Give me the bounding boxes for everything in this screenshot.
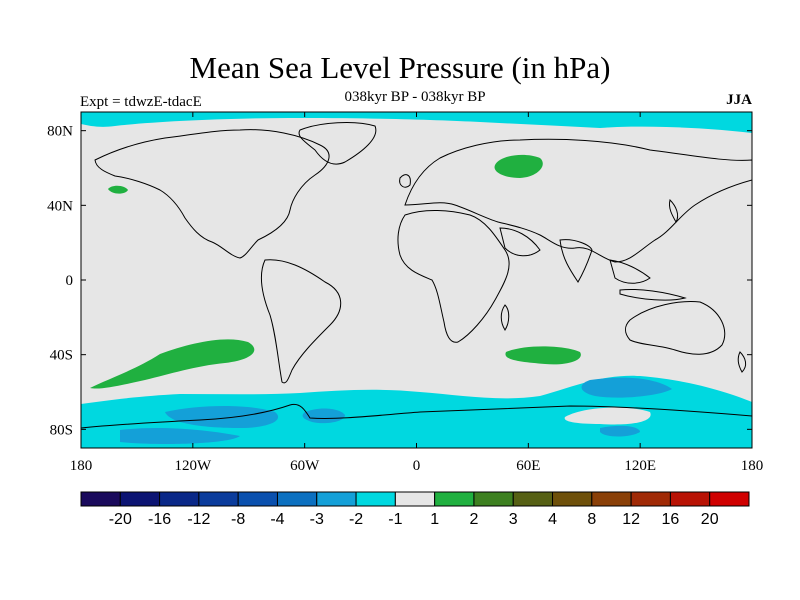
- siberian-high-anomaly: [494, 154, 543, 178]
- colorbar-label: 8: [587, 511, 596, 528]
- colorbar-label: 12: [622, 511, 640, 528]
- arabia-coast: [499, 227, 541, 257]
- south-indian-high-anomaly: [505, 346, 581, 365]
- lat-tick-label: 40S: [50, 348, 73, 364]
- indonesia-coast: [619, 289, 687, 301]
- colorbar-swatch: [591, 491, 632, 507]
- colorbar-label: -2: [349, 511, 363, 528]
- southeast-asia-coast: [609, 259, 651, 284]
- coastlines: [81, 122, 752, 429]
- colorbar-swatch: [473, 491, 514, 507]
- colorbar-swatch: [434, 491, 475, 507]
- north-pacific-high-anomaly: [108, 185, 128, 194]
- longitude-axis: 180 120W 60W 0 60E 120E 180: [70, 112, 764, 474]
- arctic-negative-band: [81, 112, 752, 133]
- lat-tick-label: 0: [66, 273, 74, 289]
- colorbar-label: 16: [662, 511, 680, 528]
- antarctic-neutral-patch: [564, 407, 651, 425]
- south-america-coast: [260, 259, 342, 384]
- colorbar-label: -16: [148, 511, 171, 528]
- colorbar-swatch: [276, 491, 318, 507]
- colorbar-swatch: [316, 491, 357, 507]
- colorbar-label: 2: [469, 511, 478, 528]
- colorbar-swatch: [709, 491, 750, 507]
- weddell-sea-low: [302, 408, 345, 424]
- india-coast: [559, 239, 593, 283]
- colorbar-swatch: [355, 491, 396, 507]
- colorbar-swatch: [669, 491, 711, 507]
- africa-coast: [397, 209, 510, 343]
- lon-tick-label: 60W: [290, 458, 320, 474]
- colorbar-label: -4: [270, 511, 284, 528]
- colorbar-swatch: [512, 491, 554, 507]
- madagascar-coast: [500, 304, 510, 331]
- time-period-subtitle: 038kyr BP - 038kyr BP: [344, 89, 486, 105]
- south-indian-deep-low: [581, 377, 672, 398]
- colorbar: -20 -16 -12 -8 -4 -3 -2 -1 1 2 3 4 8 12 16 20: [80, 491, 750, 528]
- australia-coast: [625, 301, 726, 355]
- lat-tick-label: 80S: [50, 422, 73, 438]
- colorbar-swatch: [159, 491, 200, 507]
- colorbar-swatch: [394, 491, 436, 507]
- colorbar-label: -8: [231, 511, 245, 528]
- colorbar-swatch: [552, 491, 593, 507]
- north-america-coast: [94, 129, 330, 259]
- colorbar-label: 20: [701, 511, 719, 528]
- greenland-coast: [298, 122, 377, 165]
- antarctica-coast: [81, 403, 752, 429]
- lon-tick-label: 60E: [516, 458, 540, 474]
- colorbar-label: -3: [310, 511, 324, 528]
- eurasia-coast: [404, 138, 752, 263]
- colorbar-label: 3: [509, 511, 518, 528]
- lat-tick-label: 80N: [47, 124, 73, 140]
- south-pacific-high-anomaly: [90, 339, 255, 389]
- colorbar-label: -12: [187, 511, 210, 528]
- colorbar-label: 1: [430, 511, 439, 528]
- new-zealand-coast: [737, 351, 747, 373]
- lon-tick-label: 180: [741, 458, 764, 474]
- uk-coast: [399, 174, 411, 188]
- colorbar-swatch: [119, 491, 161, 507]
- antarctic-low-east: [600, 425, 640, 437]
- colorbar-label: -20: [109, 511, 132, 528]
- lon-tick-label: 0: [413, 458, 421, 474]
- south-pacific-deep-low: [165, 406, 279, 428]
- colorbar-label: 4: [548, 511, 557, 528]
- lon-tick-label: 180: [70, 458, 93, 474]
- map-title: Mean Sea Level Pressure (in hPa): [189, 50, 611, 85]
- colorbar-swatch: [198, 491, 239, 507]
- lon-tick-label: 120W: [174, 458, 212, 474]
- colorbar-swatch: [630, 491, 671, 507]
- colorbar-label: -1: [388, 511, 402, 528]
- lat-tick-label: 40N: [47, 198, 73, 214]
- season-label: JJA: [726, 92, 752, 108]
- lon-tick-label: 120E: [624, 458, 656, 474]
- experiment-label: Expt = tdwzE-tdacE: [80, 94, 202, 110]
- antarctic-low-west: [120, 427, 240, 444]
- latitude-axis: 80N 40N 0 40S 80S: [47, 124, 752, 438]
- colorbar-swatch: [237, 491, 278, 507]
- colorbar-swatch: [80, 491, 121, 507]
- japan-coast: [669, 199, 679, 224]
